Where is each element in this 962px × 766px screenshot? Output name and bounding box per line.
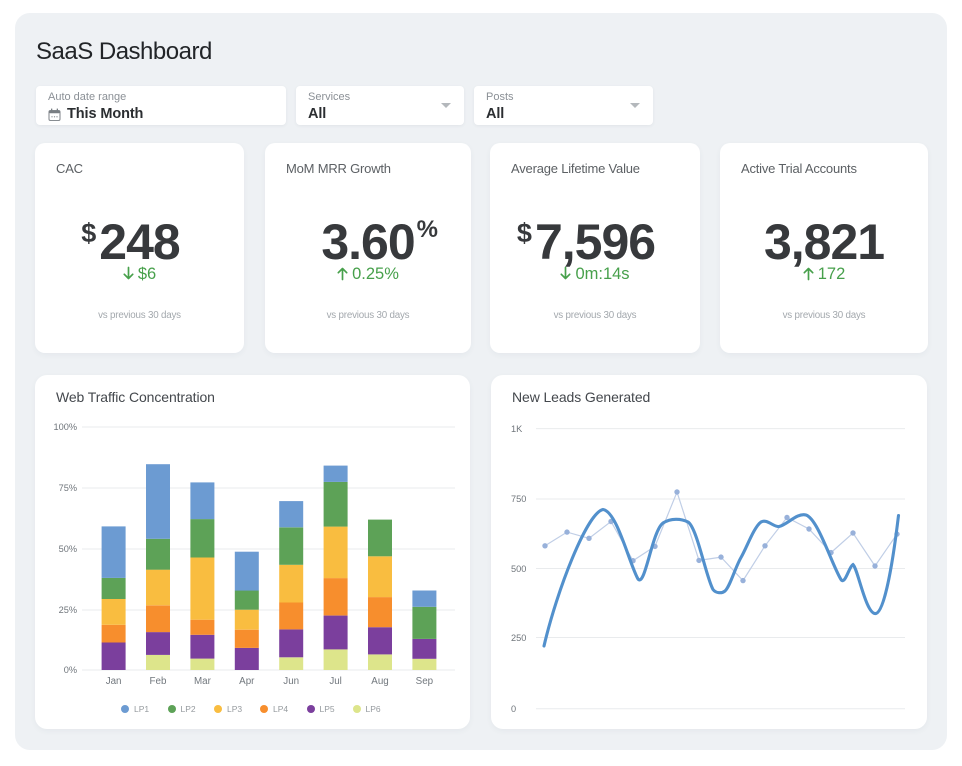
svg-text:Sep: Sep xyxy=(416,676,434,687)
svg-text:1K: 1K xyxy=(511,424,523,434)
svg-text:250: 250 xyxy=(511,633,526,643)
svg-text:75%: 75% xyxy=(59,483,77,493)
svg-text:750: 750 xyxy=(511,494,526,504)
svg-text:0: 0 xyxy=(511,704,516,714)
svg-text:Jul: Jul xyxy=(329,676,342,687)
svg-text:Apr: Apr xyxy=(239,676,255,687)
svg-text:100%: 100% xyxy=(54,422,78,432)
svg-text:0%: 0% xyxy=(64,665,77,675)
svg-text:500: 500 xyxy=(511,564,526,574)
svg-text:Jan: Jan xyxy=(106,676,122,687)
svg-text:50%: 50% xyxy=(59,544,77,554)
svg-text:Mar: Mar xyxy=(194,676,212,687)
svg-text:Jun: Jun xyxy=(283,676,299,687)
svg-text:25%: 25% xyxy=(59,605,77,615)
svg-text:Aug: Aug xyxy=(371,676,388,687)
svg-text:Feb: Feb xyxy=(150,676,167,687)
